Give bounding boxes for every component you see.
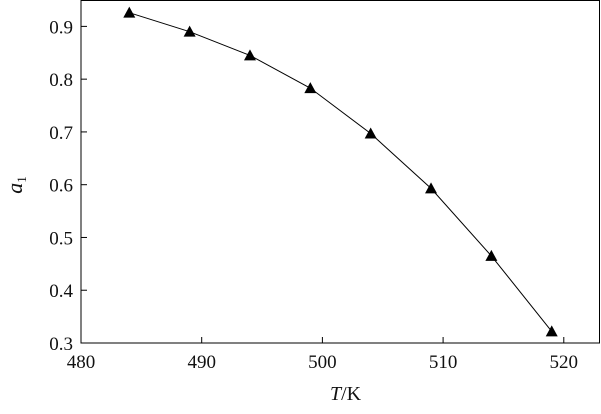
data-point-marker — [123, 6, 136, 18]
x-axis-label-unit: /K — [341, 383, 362, 405]
data-point-marker — [364, 127, 377, 139]
data-point-marker — [304, 82, 317, 94]
data-point-marker — [243, 49, 256, 61]
data-point-marker — [485, 249, 498, 261]
y-axis-label-sub: 1 — [14, 176, 29, 183]
y-tick-label: 0.7 — [49, 123, 73, 144]
y-tick-label: 0.5 — [49, 228, 73, 249]
y-tick-label: 0.3 — [49, 334, 73, 355]
y-tick-label: 0.9 — [49, 17, 73, 38]
x-axis-label: T/K — [330, 383, 362, 405]
y-axis-label: a1 — [2, 176, 29, 194]
x-tick-label: 490 — [187, 352, 216, 373]
plot-frame — [80, 0, 600, 344]
data-point-marker — [545, 325, 558, 337]
x-tick-label: 500 — [308, 352, 337, 373]
y-tick-label: 0.6 — [49, 176, 73, 197]
y-axis-label-main: a — [2, 183, 27, 194]
x-tick-label: 520 — [550, 352, 579, 373]
series-line — [129, 12, 553, 332]
x-tick-label: 480 — [67, 352, 96, 373]
y-tick-label: 0.8 — [49, 70, 73, 91]
data-point-marker — [183, 25, 196, 37]
x-tick-label: 510 — [429, 352, 458, 373]
x-axis-label-italic: T — [330, 383, 343, 405]
y-tick-label: 0.4 — [49, 281, 73, 302]
data-point-marker — [425, 182, 438, 194]
